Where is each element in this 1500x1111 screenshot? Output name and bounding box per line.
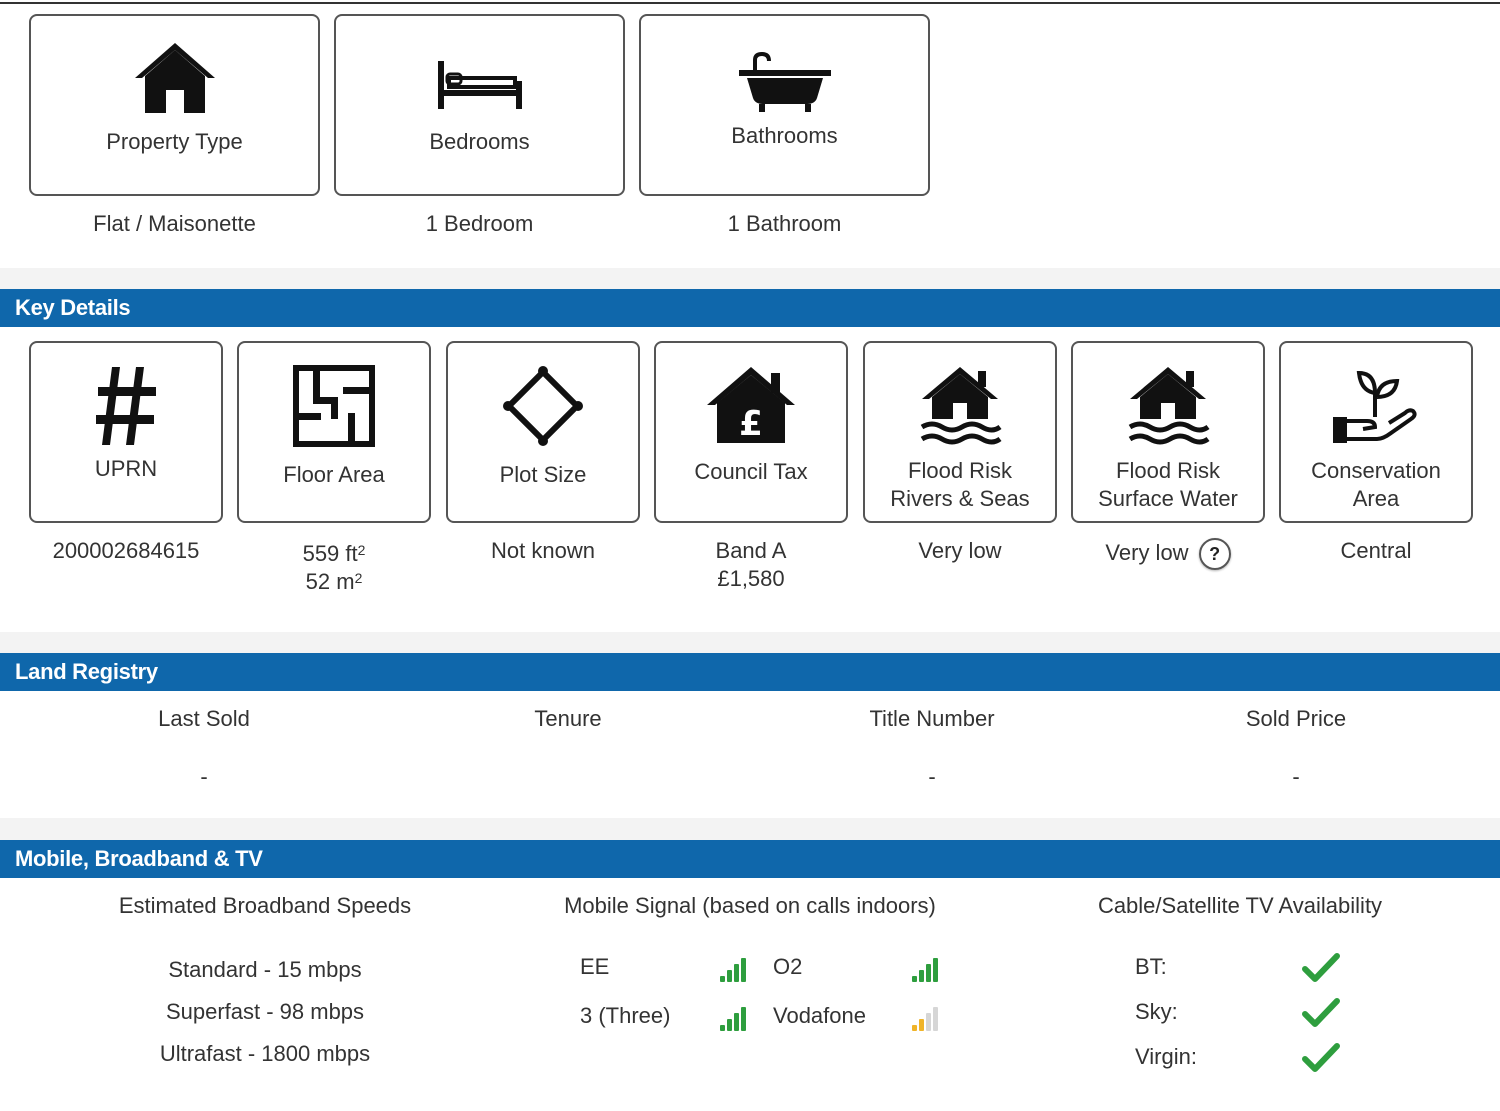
conservation-value: Central	[1340, 538, 1412, 563]
tenure-label: Tenure	[534, 706, 602, 731]
signal-bar	[720, 1025, 725, 1031]
flood-surface-label: Flood Risk Surface Water	[1098, 458, 1238, 511]
network-vodafone: Vodafone	[773, 1003, 866, 1028]
council-tax-value: Band A £1,580	[715, 538, 787, 591]
title-number-label: Title Number	[869, 706, 995, 731]
network-three: 3 (Three)	[580, 1003, 671, 1028]
plant-hand-icon	[1333, 370, 1417, 443]
section-gap	[0, 268, 1500, 290]
flood-rivers-value: Very low	[918, 538, 1002, 563]
last-sold-value: -	[200, 764, 208, 789]
signal-bar	[919, 1019, 924, 1031]
flood-rivers-label: Flood Risk Rivers & Seas	[890, 458, 1030, 511]
signal-bar	[727, 1019, 732, 1031]
signal-bars-icon	[720, 1007, 746, 1031]
uprn-card: UPRN	[29, 341, 223, 523]
check-icon	[1302, 998, 1340, 1027]
signal-bar	[912, 1025, 917, 1031]
council-tax-card: £ Council Tax	[654, 341, 848, 523]
broadband-speed-superfast: Superfast - 98 mbps	[165, 999, 365, 1024]
floor-area-value: 559 ft2 52 m2	[302, 541, 366, 594]
key-details-header: Key Details	[0, 289, 1500, 327]
bedrooms-label: Bedrooms	[429, 129, 530, 154]
bedrooms-value: 1 Bedroom	[425, 211, 534, 236]
top-divider	[0, 2, 1500, 4]
property-type-card: Property Type	[29, 14, 320, 196]
tv-heading: Cable/Satellite TV Availability	[1097, 893, 1383, 918]
signal-bar	[933, 958, 938, 982]
signal-bars-icon	[720, 958, 746, 982]
help-icon[interactable]: ?	[1198, 538, 1231, 570]
signal-bar	[741, 1007, 746, 1031]
signal-bar	[926, 964, 931, 982]
conservation-label: Conservation Area	[1311, 458, 1441, 511]
bathrooms-label: Bathrooms	[731, 123, 838, 148]
hash-icon	[96, 367, 156, 445]
plot-size-icon	[503, 366, 583, 446]
floor-plan-icon	[293, 365, 375, 447]
signal-bar	[919, 970, 924, 982]
signal-bar	[741, 958, 746, 982]
signal-bar	[734, 1013, 739, 1031]
floor-area-ft: 559 ft	[302, 541, 358, 566]
signal-bars-icon	[912, 1007, 938, 1031]
flood-surface-value: Very low?	[1071, 538, 1265, 570]
title-number-value: -	[928, 764, 936, 789]
check-icon	[1302, 953, 1340, 982]
signal-bar	[734, 964, 739, 982]
plot-size-value: Not known	[491, 538, 595, 563]
bathrooms-value: 1 Bathroom	[727, 211, 842, 236]
bathtub-icon	[738, 52, 831, 112]
property-type-value: Flat / Maisonette	[93, 211, 256, 236]
plot-size-card: Plot Size	[446, 341, 640, 523]
tv-provider-virgin: Virgin:	[1135, 1044, 1197, 1069]
signal-bar	[933, 1007, 938, 1031]
broadband-speed-ultrafast: Ultrafast - 1800 mbps	[159, 1041, 371, 1066]
signal-bars-icon	[912, 958, 938, 982]
conservation-area-card: Conservation Area	[1279, 341, 1473, 523]
signal-bar	[727, 970, 732, 982]
last-sold-label: Last Sold	[158, 706, 250, 731]
plot-size-label: Plot Size	[499, 462, 587, 487]
svg-text:£: £	[739, 404, 763, 444]
network-o2: O2	[773, 954, 803, 979]
council-tax-label: Council Tax	[694, 459, 808, 484]
house-icon	[134, 43, 215, 113]
signal-bar	[720, 976, 725, 982]
floor-area-card: Floor Area	[237, 341, 431, 523]
bed-icon	[437, 61, 522, 109]
section-gap	[0, 818, 1500, 840]
broadband-speed-standard: Standard - 15 mbps	[168, 957, 362, 982]
tv-provider-sky: Sky:	[1135, 999, 1178, 1024]
network-ee: EE	[580, 954, 610, 979]
uprn-value: 200002684615	[52, 538, 200, 563]
sold-price-value: -	[1292, 764, 1300, 789]
flood-risk-surface-card: Flood Risk Surface Water	[1071, 341, 1265, 523]
bedrooms-card: Bedrooms	[334, 14, 625, 196]
section-gap	[0, 632, 1500, 654]
floor-area-label: Floor Area	[283, 462, 385, 487]
land-registry-header: Land Registry	[0, 653, 1500, 691]
signal-bar	[912, 976, 917, 982]
flood-risk-rivers-card: Flood Risk Rivers & Seas	[863, 341, 1057, 523]
uprn-label: UPRN	[94, 456, 158, 481]
mobile-broadband-header: Mobile, Broadband & TV	[0, 840, 1500, 878]
signal-bar	[926, 1013, 931, 1031]
floor-area-m: 52 m	[305, 569, 355, 594]
council-tax-house-icon: £	[707, 367, 795, 444]
property-type-label: Property Type	[106, 129, 243, 154]
tv-provider-bt: BT:	[1135, 954, 1167, 979]
bathrooms-card: Bathrooms	[639, 14, 930, 196]
mobile-signal-heading: Mobile Signal (based on calls indoors)	[564, 893, 936, 918]
broadband-heading: Estimated Broadband Speeds	[118, 893, 412, 918]
flood-house-icon	[920, 367, 1002, 445]
check-icon	[1302, 1043, 1340, 1072]
flood-house-icon	[1128, 367, 1210, 445]
sold-price-label: Sold Price	[1245, 706, 1347, 731]
